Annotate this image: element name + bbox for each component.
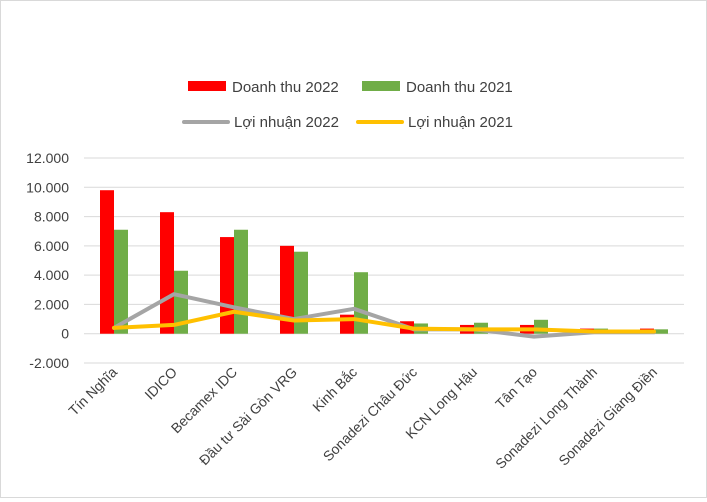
bar [294,251,308,334]
bar [234,229,248,334]
x-category-label: IDICO [141,364,180,403]
x-category-label: Đầu tư Sài Gòn VRG [196,364,300,468]
x-category-label: Sonadezi Long Thành [492,364,600,472]
legend-swatch-doanh-thu-2022 [188,81,226,91]
bar [174,270,188,334]
x-category-label: Kinh Bắc [309,364,360,415]
bar [160,212,174,334]
lines [112,292,656,339]
legend-label-loi-nhuan-2021: Lợi nhuận 2021 [408,114,513,131]
legend: Doanh thu 2022 Doanh thu 2021 Lợi nhuận … [182,79,513,131]
bar [654,329,668,334]
bar [280,245,294,334]
y-tick-label: -2.000 [29,355,69,371]
legend-label-loi-nhuan-2022: Lợi nhuận 2022 [234,114,339,131]
bar [100,190,114,334]
bar [114,229,128,334]
y-tick-label: 10.000 [26,179,69,195]
y-tick-label: 2.000 [34,296,69,312]
series-line [112,292,656,339]
series-line [112,309,656,334]
legend-label-doanh-thu-2021: Doanh thu 2021 [406,79,513,96]
bars [100,190,668,334]
x-category-label: Sonadezi Giang Điền [555,364,660,469]
y-axis-ticks: 12.000 10.000 8.000 6.000 4.000 2.000 0 -2.000 [26,150,69,371]
x-category-label: Tân Tạo [492,364,540,412]
y-tick-label: 4.000 [34,267,69,283]
bar [220,237,234,334]
legend-label-doanh-thu-2022: Doanh thu 2022 [232,79,339,96]
y-tick-label: 8.000 [34,209,69,225]
legend-swatch-doanh-thu-2021 [362,81,400,91]
y-tick-label: 12.000 [26,150,69,166]
y-tick-label: 6.000 [34,238,69,254]
bar [354,272,368,334]
y-tick-label: 0 [61,326,69,342]
x-category-label: Tín Nghĩa [65,364,120,419]
